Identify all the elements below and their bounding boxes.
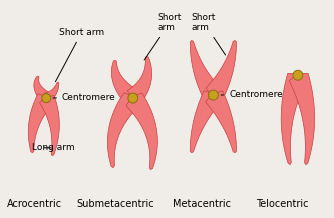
Polygon shape [190,91,221,153]
Polygon shape [281,73,307,165]
Polygon shape [190,41,221,100]
Circle shape [42,94,51,102]
Polygon shape [289,73,315,165]
Polygon shape [111,60,138,104]
Text: Centromere: Centromere [221,90,283,99]
Text: Submetacentric: Submetacentric [76,199,154,209]
Polygon shape [126,93,157,170]
Text: Short arm: Short arm [55,28,104,82]
Text: Long arm: Long arm [32,143,75,152]
Text: Acrocentric: Acrocentric [7,199,62,209]
Circle shape [128,93,138,103]
Polygon shape [127,56,152,104]
Text: Short
arm: Short arm [192,13,225,55]
Polygon shape [34,76,50,102]
Text: Telocentric: Telocentric [256,199,309,209]
Circle shape [208,90,218,100]
Polygon shape [39,96,59,156]
Polygon shape [28,94,53,153]
Circle shape [293,70,303,80]
Polygon shape [108,93,139,168]
Text: Centromere: Centromere [53,93,116,102]
Text: Metacentric: Metacentric [173,199,231,209]
Polygon shape [44,82,59,102]
Polygon shape [206,41,236,100]
Polygon shape [205,91,236,153]
Text: Short
arm: Short arm [144,13,182,60]
